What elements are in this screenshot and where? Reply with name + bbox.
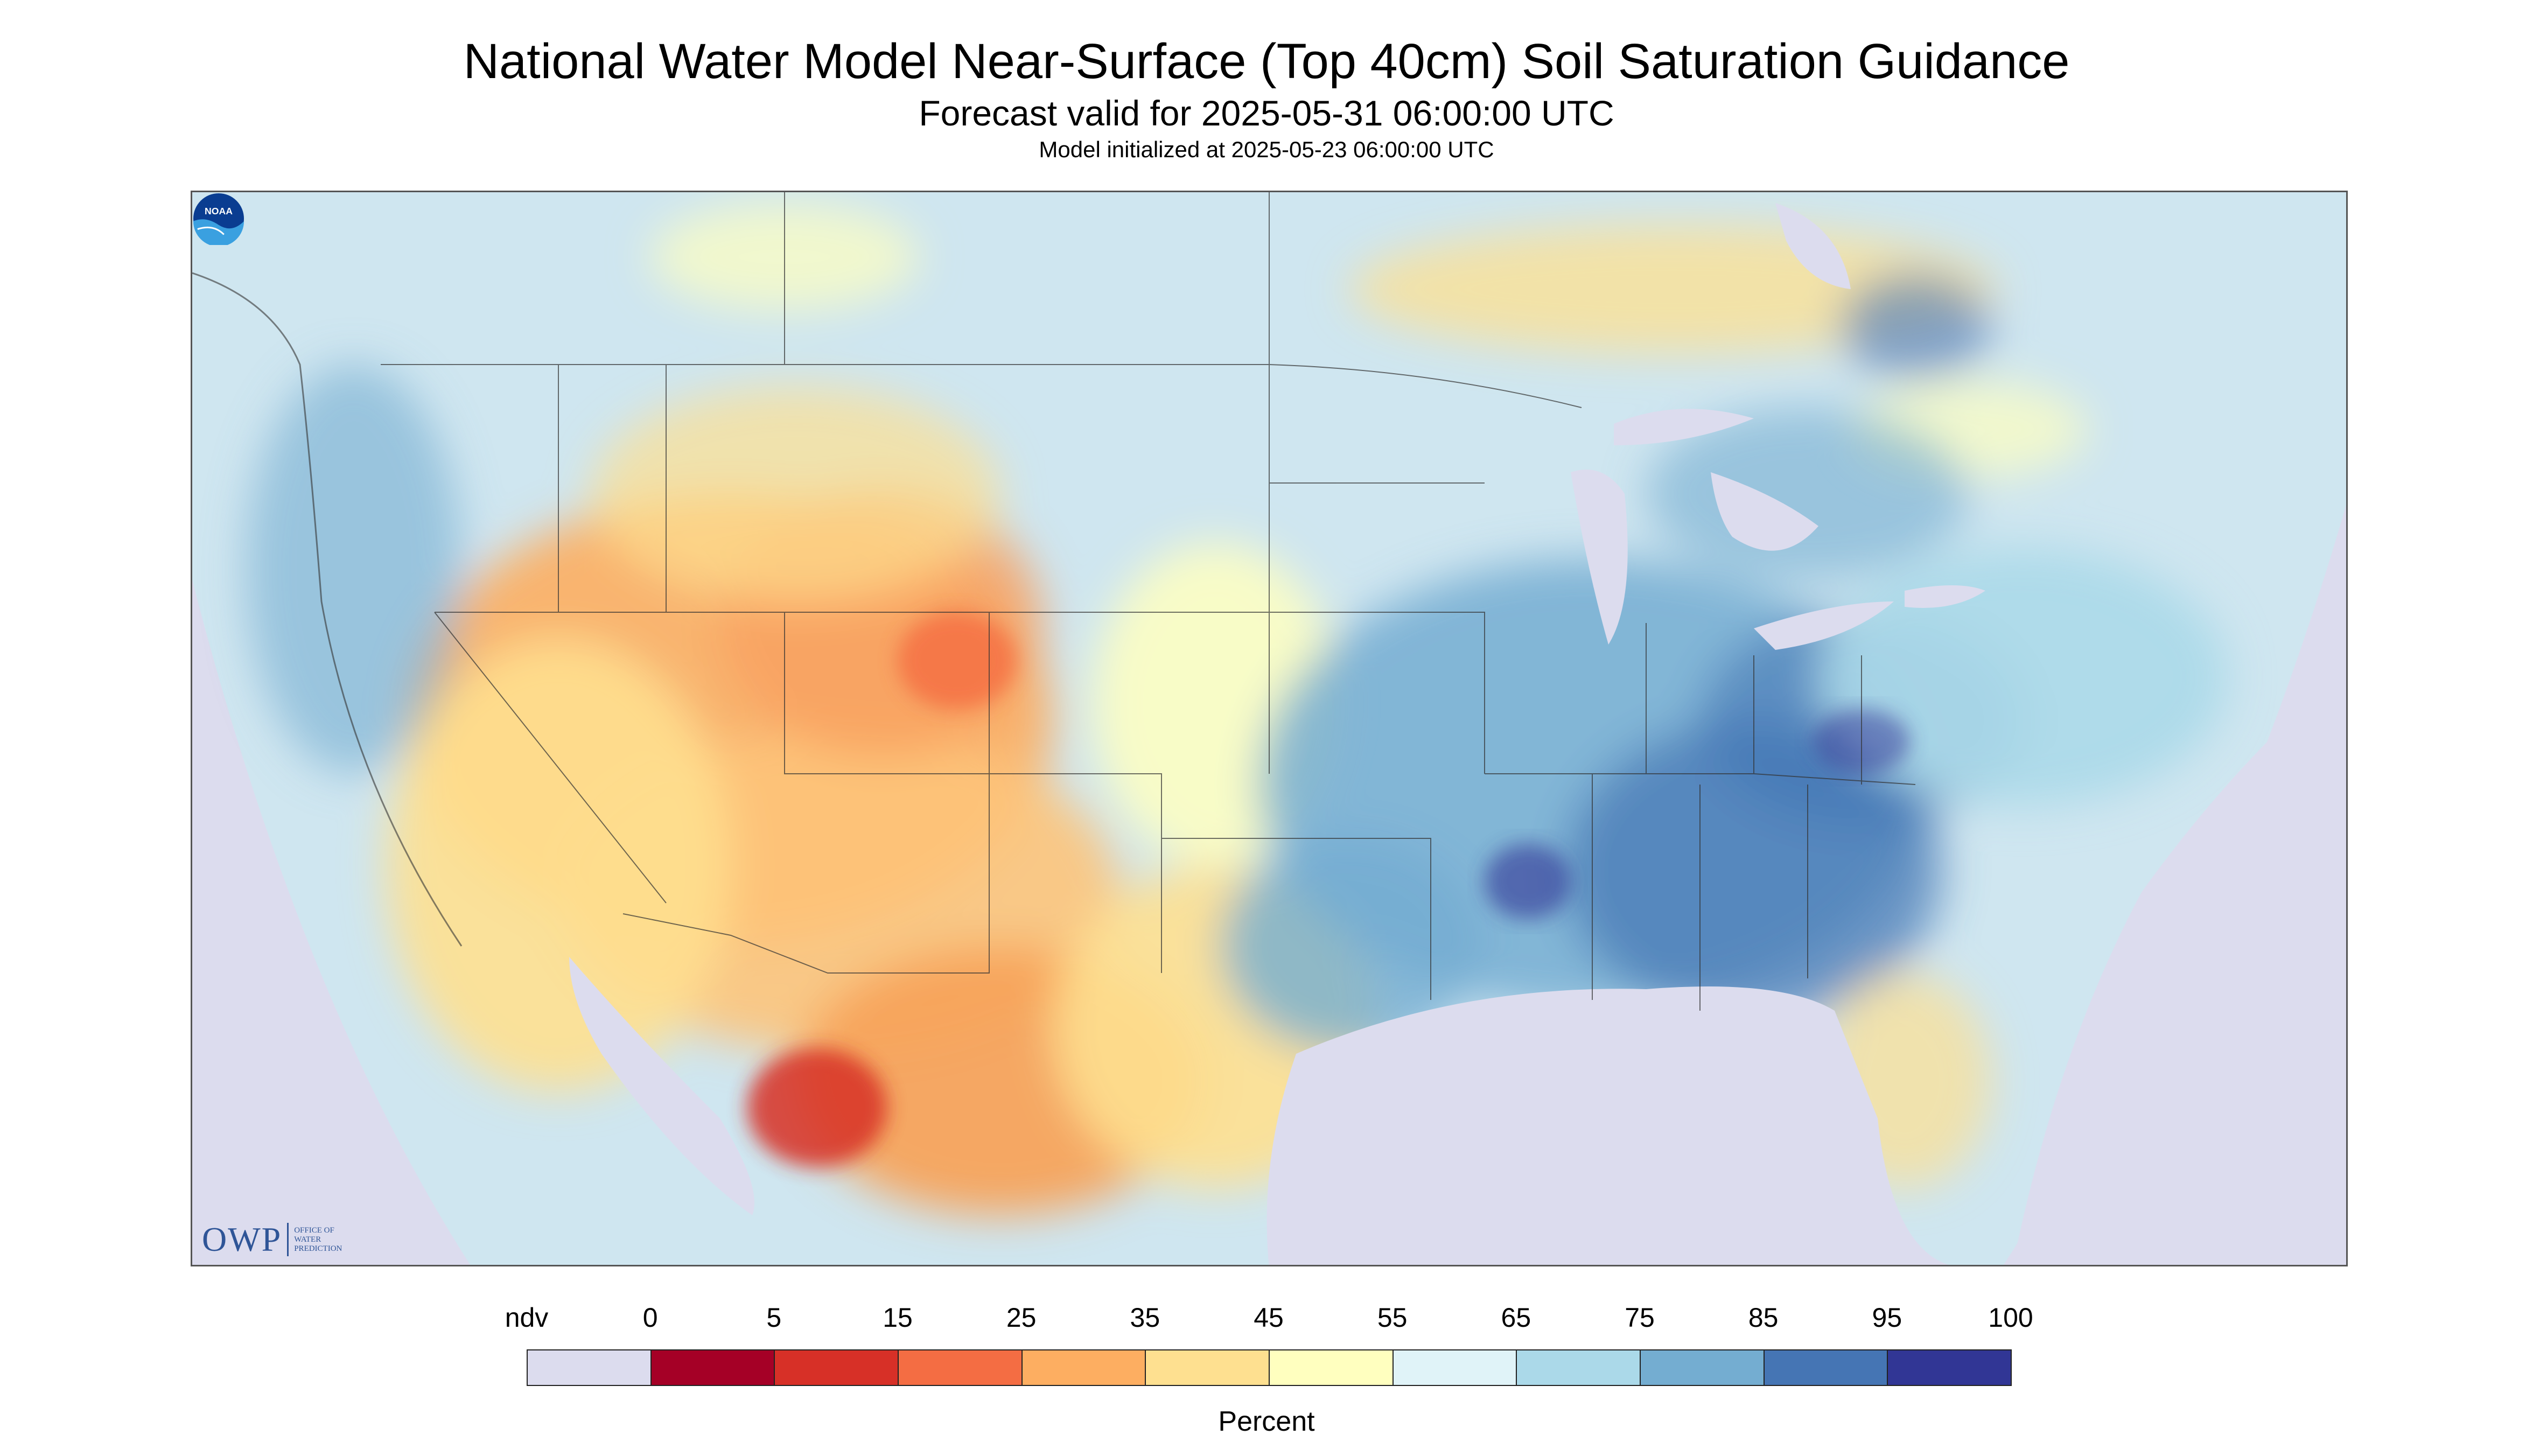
- lake-erie: [1754, 601, 1894, 650]
- colorbar-cell: [1763, 1349, 1888, 1386]
- colorbar-cell: [650, 1349, 775, 1386]
- owp-logo-divider: [287, 1223, 289, 1256]
- colorbar-tick-label: 55: [1377, 1303, 1408, 1333]
- colorbar-cell: [1269, 1349, 1394, 1386]
- colorbar-cell: [1887, 1349, 2012, 1386]
- page-title: National Water Model Near-Surface (Top 4…: [463, 34, 2070, 89]
- colorbar-tick-label: 15: [883, 1303, 913, 1333]
- colorbar-cell: [1392, 1349, 1517, 1386]
- owp-logo-subtitle: OFFICE OF WATER PREDICTION: [294, 1226, 342, 1254]
- colorbar-tick-label: 25: [1006, 1303, 1037, 1333]
- colorbar-cell: [898, 1349, 1023, 1386]
- colorbar-tick-label: 85: [1748, 1303, 1779, 1333]
- colorbar-cell: [1516, 1349, 1641, 1386]
- colorbar-tick-label: ndv: [505, 1303, 549, 1333]
- colorbar: [527, 1349, 2012, 1386]
- colorbar-tick-label: 65: [1501, 1303, 1531, 1333]
- lake-huron: [1711, 472, 1818, 551]
- forecast-valid-subtitle: Forecast valid for 2025-05-31 06:00:00 U…: [919, 93, 1614, 133]
- colorbar-cell: [527, 1349, 652, 1386]
- model-initialized-note: Model initialized at 2025-05-23 06:00:00…: [1039, 137, 1494, 162]
- owp-logo-text: OWP: [202, 1220, 282, 1258]
- atlantic-ocean: [2013, 669, 2346, 1265]
- colorbar-tick-label: 100: [1988, 1303, 2033, 1333]
- map-graphic: [192, 192, 2346, 1265]
- gulf-of-california: [569, 957, 754, 1215]
- colorbar-tick-label: 75: [1625, 1303, 1655, 1333]
- owp-line-2: WATER: [294, 1235, 321, 1244]
- lake-ontario: [1905, 585, 1985, 608]
- political-borders: [381, 192, 1916, 1011]
- colorbar-cell: [1145, 1349, 1270, 1386]
- lake-michigan: [1571, 470, 1628, 645]
- gulf-of-mexico: [1266, 986, 1949, 1265]
- colorbar-tick-label: 5: [766, 1303, 782, 1333]
- hudson-bay-inlet: [1775, 203, 1851, 289]
- soil-saturation-map[interactable]: OWP OFFICE OF WATER PREDICTION NOAA: [191, 191, 2348, 1266]
- colorbar-cell: [1021, 1349, 1146, 1386]
- colorbar-tick-label: 95: [1872, 1303, 1902, 1333]
- noaa-logo-icon: NOAA: [193, 193, 244, 245]
- colorbar-cell: [1640, 1349, 1765, 1386]
- colorbar-title: Percent: [1218, 1406, 1315, 1437]
- owp-line-3: PREDICTION: [294, 1244, 342, 1253]
- owp-line-1: OFFICE OF: [294, 1226, 334, 1235]
- colorbar-cell: [774, 1349, 899, 1386]
- lake-superior: [1614, 409, 1754, 445]
- noaa-logo-text: NOAA: [205, 206, 233, 216]
- colorbar-tick-label: 45: [1254, 1303, 1284, 1333]
- colorbar-tick-label: 35: [1130, 1303, 1160, 1333]
- colorbar-tick-label: 0: [642, 1303, 658, 1333]
- owp-logo: OWP OFFICE OF WATER PREDICTION: [202, 1220, 342, 1259]
